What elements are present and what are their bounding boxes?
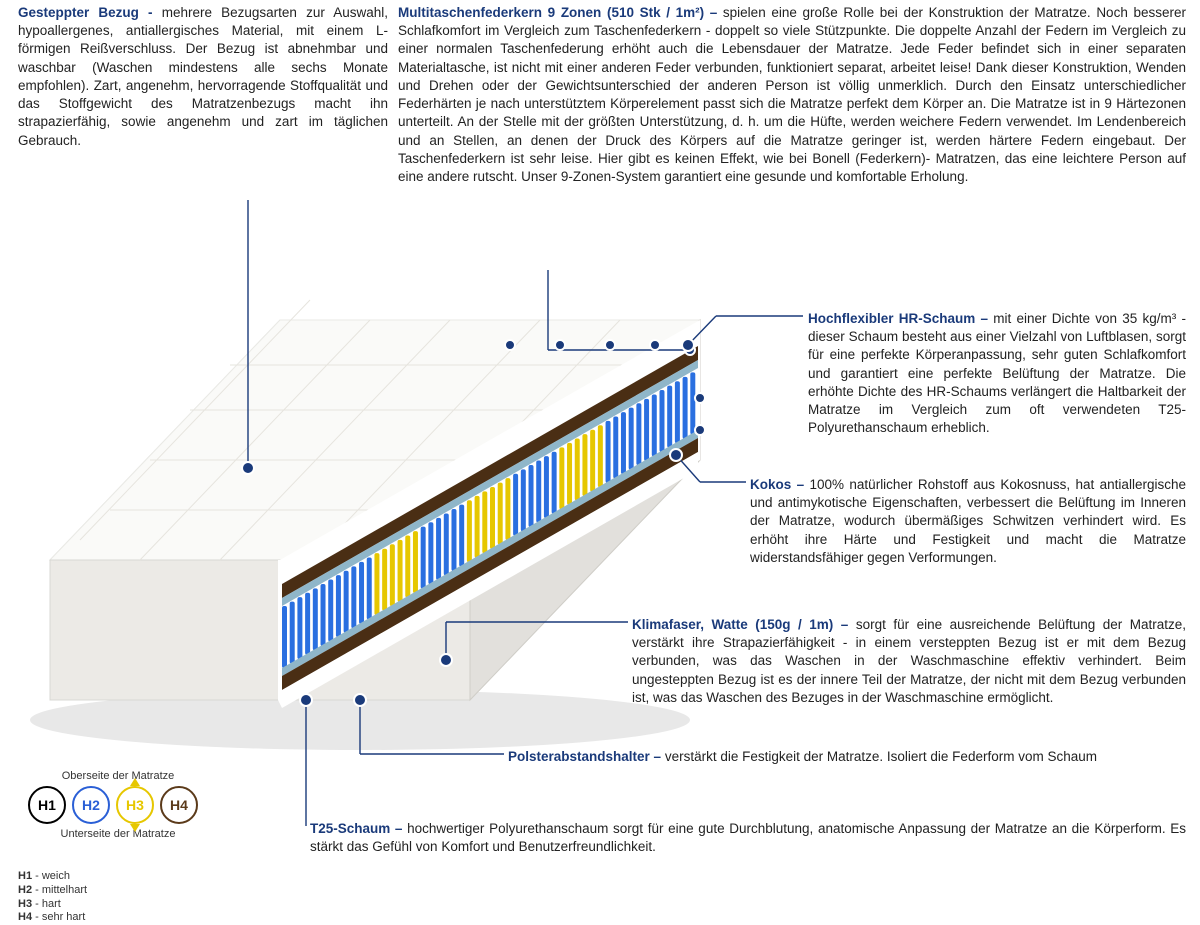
section-body: mehrere Bezugsarten zur Auswahl, hypoall… <box>18 5 388 148</box>
section-body: mit einer Dichte von 35 kg/m³ - dieser S… <box>808 311 1186 435</box>
section-title: Multitaschenfederkern 9 Zonen (510 Stk /… <box>398 5 723 20</box>
hardness-legend: H1 - weichH2 - mittelhartH3 - hartH4 - s… <box>18 870 87 925</box>
hardness-circle-h3: H3 <box>116 786 154 824</box>
legend-row: H4 - sehr hart <box>18 911 87 925</box>
section-body: hochwertiger Polyurethanschaum sorgt für… <box>310 821 1186 854</box>
section-body: 100% natürlicher Rohstoff aus Kokosnuss,… <box>750 477 1186 565</box>
hardness-block: Oberseite der Matratze H1H2H3H4 Untersei… <box>18 770 278 840</box>
section-hr-foam: Hochflexibler HR-Schaum –mit einer Dicht… <box>808 310 1186 438</box>
legend-row: H3 - hart <box>18 898 87 912</box>
section-title: Hochflexibler HR-Schaum – <box>808 311 993 326</box>
section-kokos: Kokos –100% natürlicher Rohstoff aus Kok… <box>750 476 1186 567</box>
hardness-circles: H1H2H3H4 <box>28 786 278 824</box>
hardness-bottom-label: Unterseite der Matratze <box>28 828 208 840</box>
section-springs: Multitaschenfederkern 9 Zonen (510 Stk /… <box>398 4 1186 186</box>
hardness-circle-h1: H1 <box>28 786 66 824</box>
section-title: Gesteppter Bezug - <box>18 5 162 20</box>
section-cover: Gesteppter Bezug -mehrere Bezugsarten zu… <box>18 4 388 150</box>
section-body: spielen eine große Rolle bei der Konstru… <box>398 5 1186 184</box>
hardness-circle-h2: H2 <box>72 786 110 824</box>
legend-row: H1 - weich <box>18 870 87 884</box>
section-t25: T25-Schaum –hochwertiger Polyurethanscha… <box>310 820 1186 856</box>
hardness-top-label: Oberseite der Matratze <box>28 770 208 782</box>
section-title: T25-Schaum – <box>310 821 407 836</box>
mattress-diagram <box>20 280 800 780</box>
legend-row: H2 - mittelhart <box>18 884 87 898</box>
hardness-circle-h4: H4 <box>160 786 198 824</box>
